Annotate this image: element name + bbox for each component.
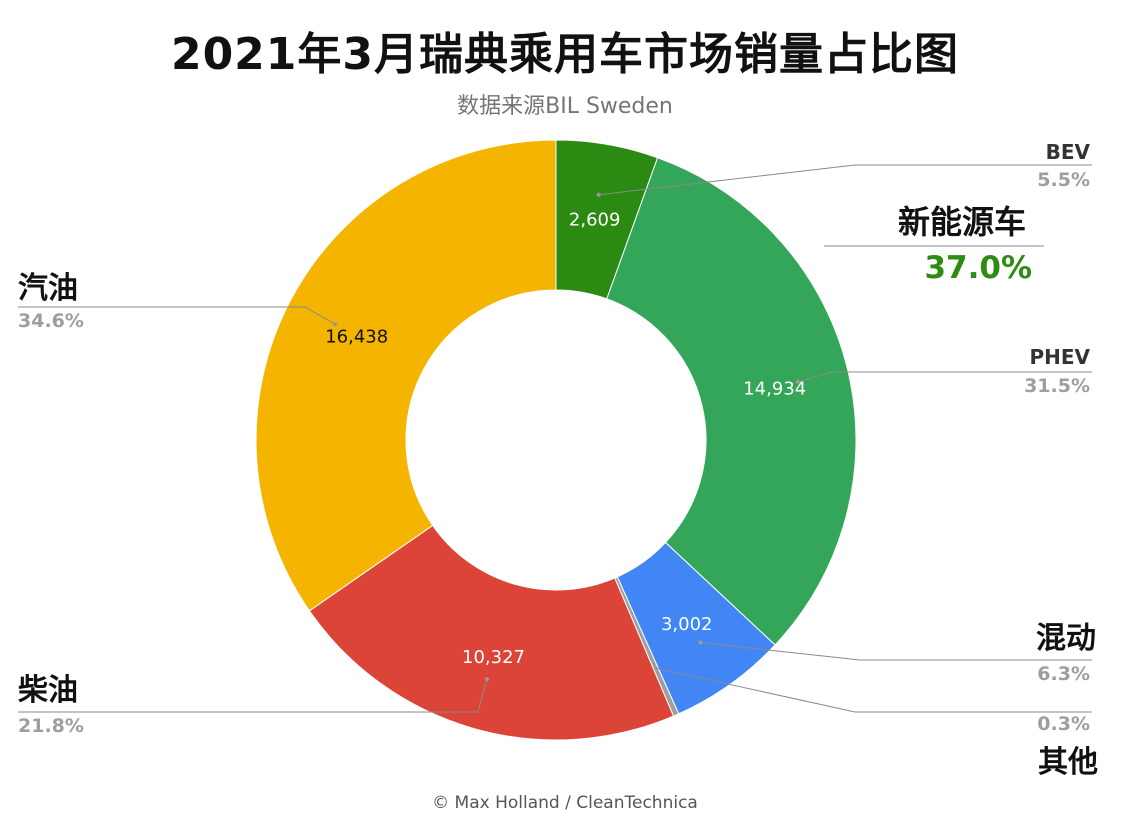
slice-value-label-1: 2,609 [569, 209, 621, 230]
slice-percent-label-3: 6.3% [1037, 663, 1090, 685]
slice-percent-label-2: 31.5% [1024, 375, 1090, 397]
chart-footer-credit: © Max Holland / CleanTechnica [432, 793, 698, 813]
slice-value-label-3: 3,002 [661, 614, 713, 635]
leader-line-3 [700, 642, 1092, 661]
group-annotation-label: 新能源车 [898, 203, 1026, 241]
donut-slice-6 [255, 139, 557, 612]
leader-line-1 [598, 164, 1092, 196]
slice-percent-label-1: 5.5% [1037, 169, 1090, 191]
slice-value-label-5: 10,327 [462, 647, 525, 668]
slice-name-label-6: 汽油 [18, 271, 78, 306]
slice-name-label-3: 混动 [1036, 621, 1096, 656]
donut-slice-2 [606, 157, 857, 646]
slice-name-label-1: BEV [1046, 140, 1091, 164]
leader-line-6 [18, 306, 336, 325]
slice-name-label-5: 柴油 [18, 673, 78, 708]
slice-name-label-4: 其他 [1038, 745, 1098, 780]
slice-value-label-2: 14,934 [743, 378, 806, 399]
chart-subtitle: 数据来源BIL Sweden [457, 94, 673, 119]
leader-line-5 [18, 679, 488, 713]
chart-title: 2021年3月瑞典乘用车市场销量占比图 [170, 29, 960, 80]
group-annotation-percent: 37.0% [924, 250, 1032, 286]
leader-line-2 [797, 371, 1092, 383]
slice-percent-label-5: 21.8% [18, 715, 84, 737]
slice-name-label-2: PHEV [1029, 345, 1090, 369]
donut-slice-5 [308, 524, 675, 741]
slice-value-label-6: 16,438 [325, 327, 388, 348]
slice-percent-label-4: 0.3% [1037, 713, 1090, 735]
leader-line-4 [655, 667, 1092, 713]
slice-percent-label-6: 34.6% [18, 310, 84, 332]
